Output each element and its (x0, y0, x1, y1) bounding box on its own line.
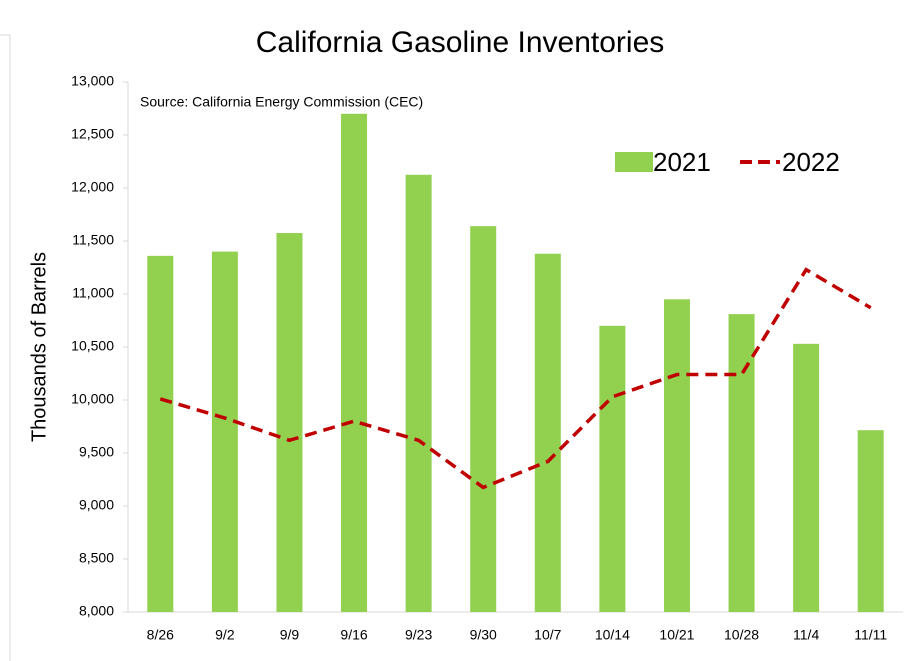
legend-label: 2022 (782, 147, 840, 177)
bar (147, 255, 174, 612)
x-tick-label: 10/7 (534, 627, 561, 643)
annotation: Source: California Energy Commission (CE… (140, 94, 423, 110)
x-tick-label: 9/30 (470, 627, 497, 643)
bar (793, 343, 820, 612)
y-tick-label: 8,000 (79, 603, 114, 619)
x-tick-label: 9/2 (215, 627, 235, 643)
y-tick-label: 11,500 (72, 232, 114, 248)
y-tick-label: 12,000 (71, 179, 114, 195)
x-tick-label: 10/21 (659, 627, 694, 643)
y-tick-label: 9,000 (79, 497, 114, 513)
bar (728, 314, 755, 612)
x-tick-label: 9/9 (280, 627, 300, 643)
bar (857, 430, 884, 612)
bar (211, 251, 238, 612)
bar (599, 325, 626, 612)
x-tick-label: 11/11 (854, 627, 887, 643)
bar (663, 299, 690, 612)
y-tick-label: 10,500 (71, 338, 114, 354)
x-tick-label: 10/28 (724, 627, 759, 643)
x-tick-label: 10/14 (595, 627, 630, 643)
legend-swatch (615, 152, 653, 172)
bar (405, 174, 432, 612)
y-tick-label: 8,500 (79, 550, 114, 566)
bar (470, 226, 497, 612)
y-tick-label: 11,000 (72, 285, 114, 301)
y-tick-label: 12,500 (71, 126, 114, 142)
bar (534, 253, 561, 612)
bar (341, 113, 368, 613)
x-tick-label: 8/26 (147, 627, 174, 643)
legend-label: 2021 (653, 147, 711, 177)
x-tick-label: 11/4 (793, 627, 819, 643)
x-tick-label: 9/23 (405, 627, 432, 643)
bar (276, 233, 303, 613)
chart-title: California Gasoline Inventories (256, 26, 665, 59)
line (159, 267, 872, 490)
y-tick-label: 13,000 (71, 73, 114, 89)
x-tick-label: 9/16 (340, 627, 367, 643)
y-tick-label: 10,000 (71, 391, 114, 407)
y-axis-label: Thousands of Barrels (28, 252, 50, 442)
y-tick-label: 9,500 (79, 444, 114, 460)
